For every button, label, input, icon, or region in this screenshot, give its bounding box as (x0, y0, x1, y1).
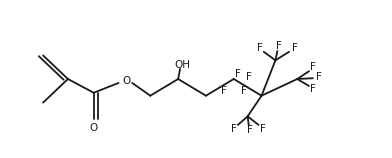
Text: F: F (260, 124, 266, 134)
Text: F: F (310, 62, 316, 72)
Text: O: O (90, 123, 98, 133)
Text: F: F (292, 43, 298, 53)
Text: F: F (246, 73, 252, 82)
Text: OH: OH (174, 60, 190, 70)
Text: F: F (276, 41, 282, 51)
Text: F: F (310, 84, 316, 94)
Text: F: F (221, 86, 227, 96)
Text: F: F (241, 86, 247, 96)
Text: F: F (231, 124, 237, 134)
Text: F: F (316, 73, 321, 82)
Text: F: F (257, 43, 263, 53)
Text: O: O (122, 76, 131, 86)
Text: F: F (247, 125, 252, 135)
Text: F: F (236, 69, 241, 79)
